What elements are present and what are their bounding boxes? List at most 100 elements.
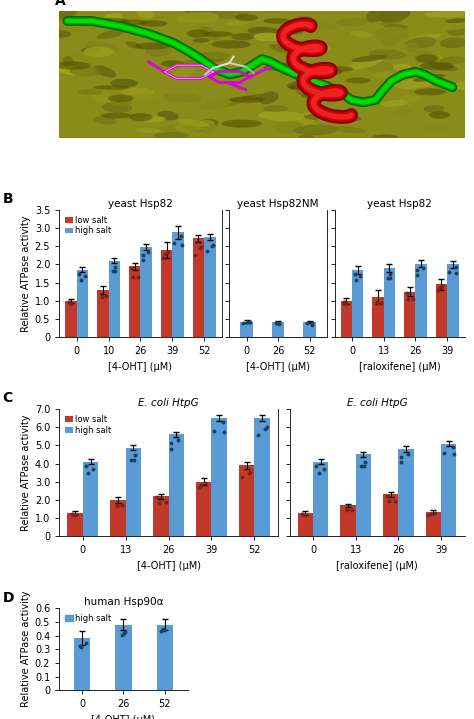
Text: C: C xyxy=(2,391,13,406)
Ellipse shape xyxy=(264,5,283,13)
Ellipse shape xyxy=(371,134,398,140)
Ellipse shape xyxy=(161,60,185,67)
Ellipse shape xyxy=(297,135,317,144)
Ellipse shape xyxy=(294,124,338,135)
Ellipse shape xyxy=(440,37,467,48)
Ellipse shape xyxy=(281,27,304,35)
Ellipse shape xyxy=(187,29,209,37)
Ellipse shape xyxy=(287,80,333,91)
Ellipse shape xyxy=(414,88,446,96)
Bar xyxy=(140,247,152,337)
Ellipse shape xyxy=(375,27,410,40)
Legend: low salt, high salt: low salt, high salt xyxy=(64,413,113,436)
Title: yeast Hsp82: yeast Hsp82 xyxy=(367,199,432,209)
Ellipse shape xyxy=(317,114,363,124)
Bar xyxy=(298,513,313,536)
Ellipse shape xyxy=(241,94,277,100)
Ellipse shape xyxy=(204,31,233,37)
Ellipse shape xyxy=(175,119,215,132)
Ellipse shape xyxy=(126,41,141,49)
Ellipse shape xyxy=(93,65,116,78)
Ellipse shape xyxy=(330,115,362,122)
Title: E. coli HtpG: E. coli HtpG xyxy=(138,398,199,408)
Ellipse shape xyxy=(163,93,201,102)
Bar xyxy=(110,500,126,536)
Ellipse shape xyxy=(139,20,167,27)
Ellipse shape xyxy=(101,113,131,119)
Ellipse shape xyxy=(293,16,313,22)
Ellipse shape xyxy=(351,55,388,62)
X-axis label: [raloxifene] (μM): [raloxifene] (μM) xyxy=(336,561,418,571)
Ellipse shape xyxy=(379,64,412,70)
Ellipse shape xyxy=(259,91,279,104)
Ellipse shape xyxy=(315,68,343,75)
Text: A: A xyxy=(55,0,66,8)
Ellipse shape xyxy=(192,52,226,63)
Ellipse shape xyxy=(377,8,410,22)
Title: yeast Hsp82NM: yeast Hsp82NM xyxy=(237,199,319,209)
Ellipse shape xyxy=(263,82,280,86)
Ellipse shape xyxy=(415,55,438,63)
Ellipse shape xyxy=(428,63,457,71)
Bar xyxy=(126,447,141,536)
Bar xyxy=(254,418,270,536)
Ellipse shape xyxy=(72,52,90,60)
X-axis label: [4-OHT] (μM): [4-OHT] (μM) xyxy=(91,715,155,719)
Ellipse shape xyxy=(185,59,213,66)
Ellipse shape xyxy=(447,22,473,36)
Ellipse shape xyxy=(273,122,310,134)
Ellipse shape xyxy=(84,41,119,51)
Ellipse shape xyxy=(199,99,231,110)
Ellipse shape xyxy=(332,127,366,133)
Ellipse shape xyxy=(222,120,244,127)
Ellipse shape xyxy=(264,18,291,24)
Ellipse shape xyxy=(446,19,467,23)
Bar xyxy=(272,322,284,337)
Legend: high salt: high salt xyxy=(64,613,113,625)
Bar xyxy=(383,495,399,536)
Ellipse shape xyxy=(304,114,342,121)
Ellipse shape xyxy=(288,85,310,90)
Bar xyxy=(352,270,364,337)
Bar xyxy=(67,513,83,536)
Bar xyxy=(436,285,447,337)
Ellipse shape xyxy=(365,9,385,22)
Bar xyxy=(204,237,216,337)
Bar xyxy=(83,462,98,536)
Ellipse shape xyxy=(102,102,132,113)
Ellipse shape xyxy=(393,79,433,88)
Ellipse shape xyxy=(454,81,474,91)
Ellipse shape xyxy=(441,22,474,30)
Ellipse shape xyxy=(54,20,96,32)
Ellipse shape xyxy=(409,34,442,41)
Bar xyxy=(172,232,184,337)
Ellipse shape xyxy=(382,38,400,45)
Ellipse shape xyxy=(172,81,203,88)
Ellipse shape xyxy=(302,123,321,132)
Ellipse shape xyxy=(292,66,330,74)
Ellipse shape xyxy=(296,87,328,96)
Ellipse shape xyxy=(117,19,149,25)
Ellipse shape xyxy=(153,132,189,139)
X-axis label: [4-OHT] (μM): [4-OHT] (μM) xyxy=(109,362,173,372)
Ellipse shape xyxy=(263,62,305,70)
Bar xyxy=(341,301,352,337)
Ellipse shape xyxy=(381,100,409,106)
Ellipse shape xyxy=(172,36,205,47)
Ellipse shape xyxy=(375,32,394,40)
Ellipse shape xyxy=(254,32,282,41)
Ellipse shape xyxy=(177,12,219,23)
Ellipse shape xyxy=(419,53,443,60)
Ellipse shape xyxy=(425,11,470,18)
Y-axis label: Relative ATPase activity: Relative ATPase activity xyxy=(20,215,30,331)
Ellipse shape xyxy=(420,62,454,70)
Y-axis label: Relative ATPase activity: Relative ATPase activity xyxy=(21,414,31,531)
Bar xyxy=(65,301,77,337)
Ellipse shape xyxy=(303,66,333,73)
Ellipse shape xyxy=(404,42,419,52)
Bar xyxy=(115,625,132,690)
Bar xyxy=(313,462,328,536)
Legend: low salt, high salt: low salt, high salt xyxy=(64,214,113,237)
Ellipse shape xyxy=(414,50,440,63)
Bar xyxy=(74,638,90,690)
